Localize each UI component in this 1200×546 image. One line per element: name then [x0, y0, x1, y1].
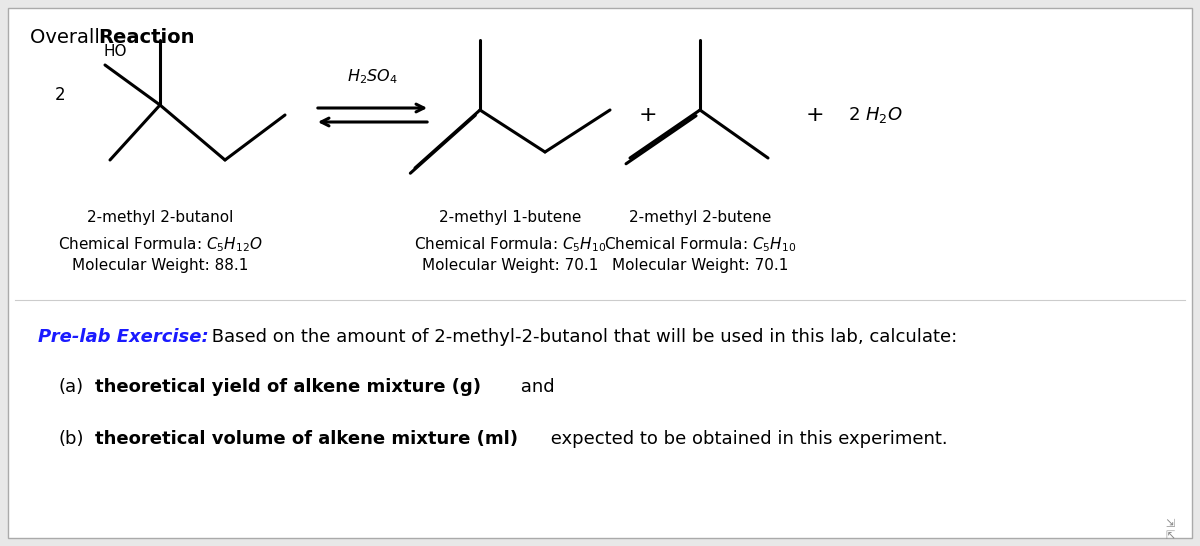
Text: Chemical Formula: $C_5H_{10}$: Chemical Formula: $C_5H_{10}$ — [604, 235, 796, 254]
Text: (b): (b) — [58, 430, 84, 448]
Text: Molecular Weight: 88.1: Molecular Weight: 88.1 — [72, 258, 248, 273]
Text: and: and — [515, 378, 554, 396]
Text: theoretical yield of alkene mixture (g): theoretical yield of alkene mixture (g) — [95, 378, 481, 396]
Text: Overall: Overall — [30, 28, 106, 47]
Text: 2-methyl 2-butanol: 2-methyl 2-butanol — [86, 210, 233, 225]
Text: 2-methyl 1-butene: 2-methyl 1-butene — [439, 210, 581, 225]
Text: Chemical Formula: $C_5H_{10}$: Chemical Formula: $C_5H_{10}$ — [414, 235, 606, 254]
Text: +: + — [805, 105, 824, 125]
Text: Molecular Weight: 70.1: Molecular Weight: 70.1 — [422, 258, 598, 273]
Text: HO: HO — [103, 45, 127, 60]
Text: 2: 2 — [55, 86, 66, 104]
Text: ⇲: ⇲ — [1165, 519, 1175, 529]
Text: (a): (a) — [58, 378, 83, 396]
Text: 2-methyl 2-butene: 2-methyl 2-butene — [629, 210, 772, 225]
FancyBboxPatch shape — [8, 8, 1192, 538]
Text: +: + — [638, 105, 658, 125]
Text: $H_2SO_4$: $H_2SO_4$ — [347, 68, 397, 86]
Text: 2 $H_2O$: 2 $H_2O$ — [848, 105, 902, 125]
Text: Pre-lab Exercise:: Pre-lab Exercise: — [38, 328, 209, 346]
Text: Molecular Weight: 70.1: Molecular Weight: 70.1 — [612, 258, 788, 273]
Text: :: : — [173, 28, 180, 47]
Text: Chemical Formula: $C_5H_{12}O$: Chemical Formula: $C_5H_{12}O$ — [58, 235, 263, 254]
Text: Based on the amount of 2-methyl-2-butanol that will be used in this lab, calcula: Based on the amount of 2-methyl-2-butano… — [206, 328, 958, 346]
Text: expected to be obtained in this experiment.: expected to be obtained in this experime… — [545, 430, 948, 448]
Text: ⇱: ⇱ — [1165, 531, 1175, 541]
Text: theoretical volume of alkene mixture (ml): theoretical volume of alkene mixture (ml… — [95, 430, 518, 448]
Text: Reaction: Reaction — [98, 28, 194, 47]
